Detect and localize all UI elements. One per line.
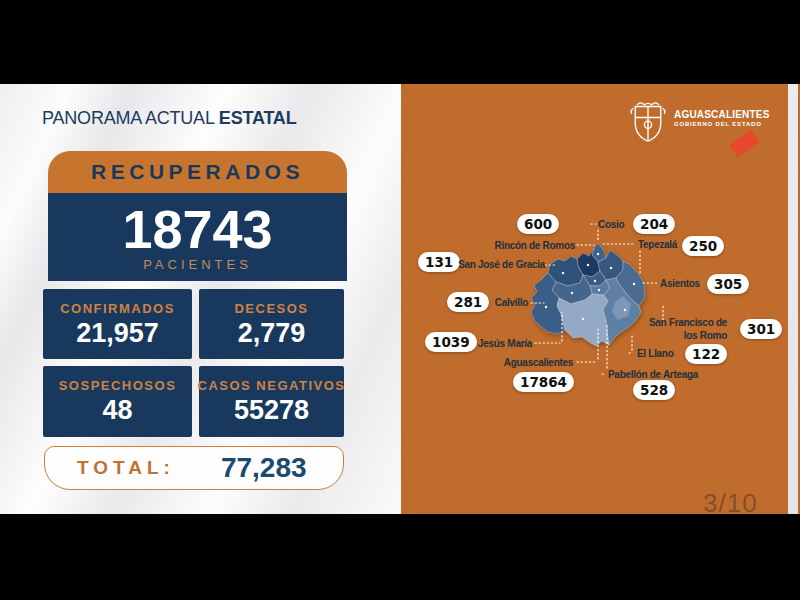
recovered-card: 18743 PACIENTES xyxy=(48,193,347,281)
map-panel: AGUASCALIENTES GOBIERNO DEL ESTADO 600 2… xyxy=(401,84,788,514)
stat-label: SOSPECHOSOS xyxy=(59,378,177,393)
stat-card-decesos: DECESOS 2,779 xyxy=(199,289,344,359)
page-title-regular: PANORAMA ACTUAL xyxy=(42,108,214,128)
recovered-unit: PACIENTES xyxy=(143,257,252,272)
pill-pabellon: 528 xyxy=(633,380,675,400)
label-san-francisco: San Francisco de los Romo xyxy=(647,316,727,342)
pill-tepezala: 250 xyxy=(682,236,724,256)
logo-text: AGUASCALIENTES GOBIERNO DEL ESTADO xyxy=(674,109,770,128)
label-aguascalientes: Aguascalientes xyxy=(504,356,573,369)
statistics-panel: PANORAMA ACTUAL ESTATAL RECUPERADOS 1874… xyxy=(0,84,401,514)
pill-el-llano: 122 xyxy=(685,344,727,364)
stat-value: 2,779 xyxy=(238,318,306,348)
label-el-llano: El Llano xyxy=(637,347,674,360)
total-box: TOTAL: 77,283 xyxy=(44,446,344,490)
label-pabellon: Pabellón de Arteaga xyxy=(608,368,698,381)
logo-subtitle: GOBIERNO DEL ESTADO xyxy=(674,120,770,128)
label-cosio: Cosio xyxy=(598,218,624,231)
pill-san-jose-de-gracia: 131 xyxy=(418,252,460,272)
stat-card-sospechosos: SOSPECHOSOS 48 xyxy=(43,366,192,437)
slide-edge-margin xyxy=(788,84,798,514)
pill-asientos: 305 xyxy=(707,274,749,294)
slide: PANORAMA ACTUAL ESTATAL RECUPERADOS 1874… xyxy=(0,84,800,514)
logo-title: AGUASCALIENTES xyxy=(674,109,770,120)
recovered-header: RECUPERADOS xyxy=(48,151,347,193)
pill-san-francisco: 301 xyxy=(740,319,782,339)
stat-value: 21,957 xyxy=(76,318,159,348)
page-title-bold: ESTATAL xyxy=(219,108,297,128)
pill-calvillo: 281 xyxy=(447,292,489,312)
coat-of-arms-icon xyxy=(628,98,668,146)
page-title: PANORAMA ACTUAL ESTATAL xyxy=(42,108,296,129)
stat-value: 55278 xyxy=(234,395,309,425)
pill-cosio: 204 xyxy=(633,214,675,234)
total-value: 77,283 xyxy=(221,452,307,484)
recovered-value: 18743 xyxy=(122,203,272,255)
label-calvillo: Calvillo xyxy=(495,296,528,309)
stat-card-confirmados: CONFIRMADOS 21,957 xyxy=(43,289,192,359)
page-indicator: 3/10 xyxy=(703,488,758,519)
stat-label: CONFIRMADOS xyxy=(60,301,175,316)
label-san-jose-de-gracia: San José de Gracia xyxy=(458,258,545,271)
stat-value: 48 xyxy=(102,395,132,425)
label-rincon-de-romos: Rincón de Romos xyxy=(494,239,575,252)
stat-label: CASOS NEGATIVOS xyxy=(198,378,346,393)
pill-rincon-de-romos: 600 xyxy=(517,214,559,234)
stat-card-casos-negativos: CASOS NEGATIVOS 55278 xyxy=(199,366,344,437)
pill-aguascalientes: 17864 xyxy=(513,372,574,392)
stat-grid: CONFIRMADOS 21,957 DECESOS 2,779 SOSPECH… xyxy=(43,289,344,437)
stat-label: DECESOS xyxy=(234,301,308,316)
label-asientos: Asientos xyxy=(660,277,700,290)
total-label: TOTAL: xyxy=(77,457,175,479)
label-tepezala: Tepezalá xyxy=(638,238,677,251)
pill-jesus-maria: 1039 xyxy=(425,332,477,352)
label-jesus-maria: Jesús María xyxy=(478,337,532,350)
